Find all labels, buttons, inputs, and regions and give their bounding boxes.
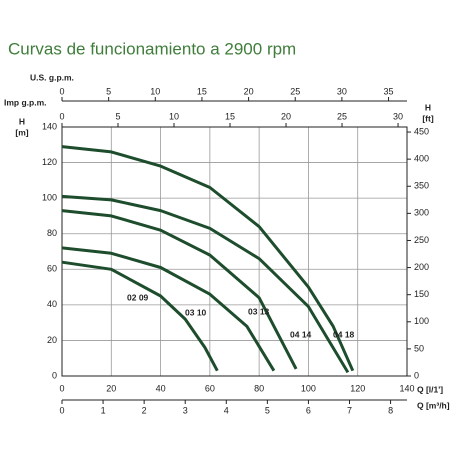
tick-label: 10	[169, 111, 179, 121]
x2-axis-label: Q [m³/h]	[417, 400, 450, 410]
tick-label: 25	[337, 111, 347, 121]
curve-label: 03 13	[248, 306, 270, 316]
curve	[61, 145, 355, 372]
y-tick-label: 40	[47, 299, 57, 309]
y2-axis-label: [ft]	[422, 113, 433, 123]
tick-label: 15	[225, 111, 235, 121]
y2-tick-label: 200	[414, 262, 429, 272]
curve	[61, 260, 219, 372]
x3-axis-label: U.S. g.p.m.	[30, 72, 74, 82]
x-tick-label: 60	[205, 383, 215, 393]
curve	[61, 209, 298, 370]
curve-label: 04 14	[290, 329, 312, 339]
y2-tick-label: 100	[414, 316, 429, 326]
y-tick-label: 20	[47, 335, 57, 345]
y-tick-label: 0	[52, 370, 57, 380]
x-tick-label: 40	[156, 383, 166, 393]
y2-tick-label: 300	[414, 208, 429, 218]
x-tick-label: 0	[59, 383, 64, 393]
y2-tick-label: 450	[414, 126, 429, 136]
tick-label: 5	[106, 86, 111, 96]
x-axis-label: Q [l/1']	[417, 384, 443, 394]
tick-label: 20	[244, 86, 254, 96]
tick-label: 5	[115, 111, 120, 121]
tick-label: 4	[224, 405, 229, 415]
x-tick-label: 20	[106, 383, 116, 393]
x4-axis-label: Imp g.p.m.	[4, 97, 47, 107]
x-tick-label: 140	[399, 383, 414, 393]
tick-label: 8	[388, 405, 393, 415]
tick-label: 30	[393, 111, 403, 121]
tick-label: 1	[101, 405, 106, 415]
plot-frame	[61, 126, 408, 377]
curve-label: 04 18	[333, 329, 355, 339]
y2-tick-label: 50	[414, 343, 424, 353]
tick-label: 0	[59, 86, 64, 96]
y-axis-label: [m]	[15, 127, 28, 137]
tick-label: 30	[337, 86, 347, 96]
tick-label: 10	[150, 86, 160, 96]
y2-axis-label: H	[425, 102, 431, 112]
y2-tick-label: 150	[414, 289, 429, 299]
curve-label: 02 09	[127, 292, 149, 302]
tick-label: 7	[347, 405, 352, 415]
y-tick-label: 100	[42, 193, 57, 203]
tick-label: 5	[265, 405, 270, 415]
tick-label: 25	[290, 86, 300, 96]
y2-tick-label: 350	[414, 181, 429, 191]
y-tick-label: 120	[42, 157, 57, 167]
y-tick-label: 60	[47, 264, 57, 274]
x-tick-label: 100	[301, 383, 316, 393]
tick-label: 0	[59, 405, 64, 415]
curve-label: 03 10	[185, 307, 207, 317]
y-tick-label: 140	[42, 121, 57, 131]
x-tick-label: 120	[350, 383, 365, 393]
y-axis-label: H	[19, 116, 25, 126]
tick-label: 20	[281, 111, 291, 121]
y-tick-label: 80	[47, 228, 57, 238]
x-tick-label: 80	[254, 383, 264, 393]
y2-tick-label: 250	[414, 235, 429, 245]
tick-label: 3	[183, 405, 188, 415]
tick-label: 2	[142, 405, 147, 415]
tick-label: 6	[306, 405, 311, 415]
tick-label: 15	[197, 86, 207, 96]
y2-tick-label: 400	[414, 154, 429, 164]
chart-title: Curvas de funcionamiento a 2900 rpm	[8, 39, 296, 58]
tick-label: 35	[384, 86, 394, 96]
curve	[61, 246, 276, 372]
y2-tick-label: 0	[414, 370, 419, 380]
tick-label: 0	[59, 111, 64, 121]
curve	[61, 194, 350, 374]
